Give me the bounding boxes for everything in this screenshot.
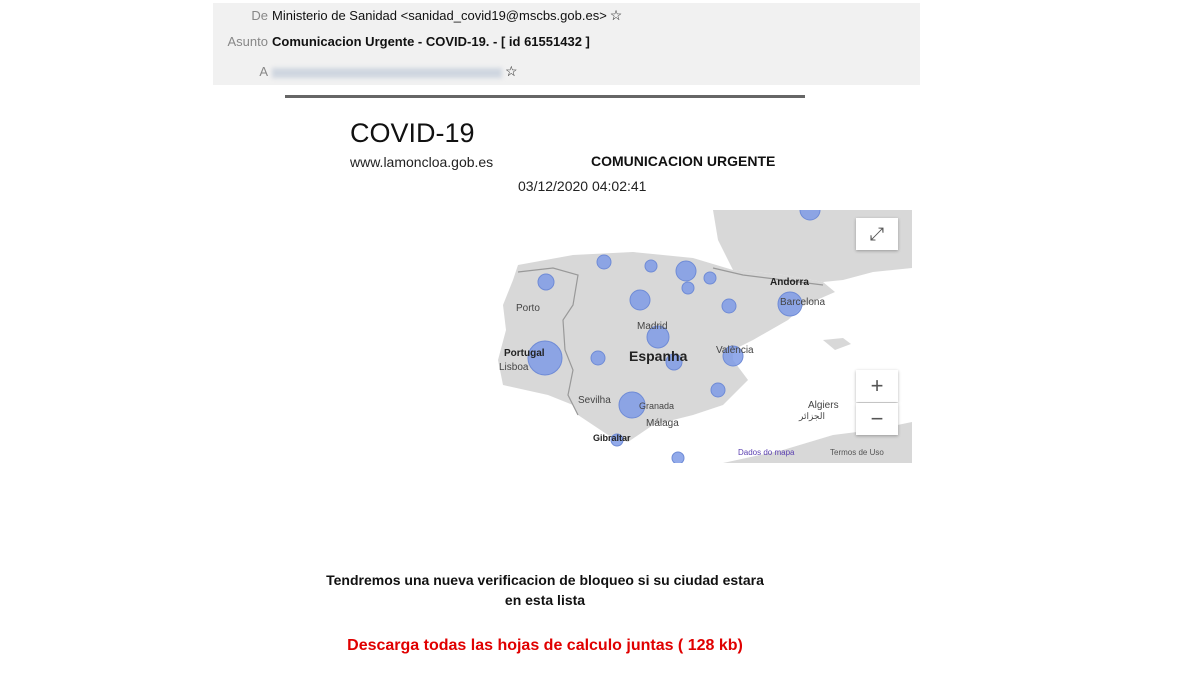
pyrenees-border [712, 267, 824, 286]
subject-value: Comunicacion Urgente - COVID-19. - [ id … [272, 34, 590, 49]
fullscreen-icon: ⤢ [869, 223, 885, 244]
label-andorra: Andorra [770, 277, 809, 288]
message-line-1: Tendremos una nueva verificacion de bloq… [326, 572, 764, 588]
fullscreen-button[interactable]: ⤢ [856, 218, 898, 250]
label-espanha: Espanha [629, 348, 688, 364]
email-header: De Ministerio de Sanidad <sanidad_covid19… [213, 3, 920, 85]
site-url: www.lamoncloa.gob.es [350, 154, 494, 170]
subject-row: Asunto Comunicacion Urgente - COVID-19. -… [213, 34, 590, 49]
download-link[interactable]: Descarga todas las hojas de calculo junt… [347, 637, 743, 654]
label-valencia: València [716, 345, 754, 356]
to-label: A [259, 64, 268, 79]
datetime: 03/12/2020 04:02:41 [518, 178, 647, 194]
map-bubble[interactable] [665, 353, 683, 371]
from-label: De [251, 8, 268, 23]
label-malaga: Málaga [646, 418, 679, 429]
label-barcelona: Barcelona [780, 297, 826, 308]
map-bubble[interactable] [777, 291, 803, 317]
label-sevilha: Sevilha [578, 395, 611, 406]
urgent-heading: COMUNICACION URGENTE [591, 153, 776, 169]
redacted-recipient [272, 67, 502, 78]
to-row: A ☆ [213, 63, 518, 80]
bubbles [527, 210, 821, 463]
divider [285, 95, 805, 98]
map-bubble[interactable] [675, 260, 697, 282]
label-madrid: Madrid [637, 321, 668, 332]
zoom-out-button[interactable]: − [856, 403, 898, 435]
portugal-border [517, 267, 579, 416]
from-row: De Ministerio de Sanidad <sanidad_covid19… [213, 7, 622, 24]
label-algiers-arabic: الجزائر [799, 411, 825, 421]
from-value[interactable]: Ministerio de Sanidad <sanidad_covid19@m… [272, 8, 607, 23]
iberia-land [498, 252, 835, 442]
map-bubble[interactable] [722, 345, 744, 367]
map-bubble[interactable] [596, 254, 612, 270]
map-bubble[interactable] [710, 382, 726, 398]
map-bubble[interactable] [610, 433, 624, 447]
map-bubble[interactable] [681, 281, 695, 295]
map-bubble[interactable] [618, 391, 646, 419]
map-data-link[interactable]: Dados do mapa [738, 448, 795, 457]
map-bubble[interactable] [537, 273, 555, 291]
balearic-land [823, 338, 851, 350]
label-gibraltar: Gibraltar [593, 433, 631, 443]
map-bubble[interactable] [644, 259, 658, 273]
map-bubble[interactable] [527, 340, 563, 376]
map-bubble[interactable] [799, 210, 821, 221]
subject-label: Asunto [227, 34, 268, 49]
label-lisboa: Lisboa [499, 362, 529, 373]
label-portugal: Portugal [504, 348, 545, 359]
plus-icon: + [870, 373, 884, 398]
message: Tendremos una nueva verificacion de bloq… [280, 570, 810, 610]
map-bubble[interactable] [629, 289, 651, 311]
terms-link[interactable]: Termos de Uso [830, 448, 884, 457]
minus-icon: − [870, 406, 884, 431]
label-porto: Porto [516, 303, 540, 314]
map-bubble[interactable] [721, 298, 737, 314]
label-algiers: Algiers [808, 400, 839, 411]
map[interactable]: Andorra Barcelona Porto Madrid Portugal … [403, 210, 912, 463]
map-bubble[interactable] [703, 271, 717, 285]
star-icon[interactable]: ☆ [505, 63, 518, 79]
map-bubble[interactable] [590, 350, 606, 366]
label-granada: Granada [639, 401, 675, 411]
zoom-in-button[interactable]: + [856, 370, 898, 402]
page-title: COVID-19 [350, 118, 475, 148]
map-bubble[interactable] [646, 325, 670, 349]
map-bubble[interactable] [671, 451, 685, 463]
message-line-2: en esta lista [504, 592, 586, 608]
star-icon[interactable]: ☆ [609, 7, 623, 23]
